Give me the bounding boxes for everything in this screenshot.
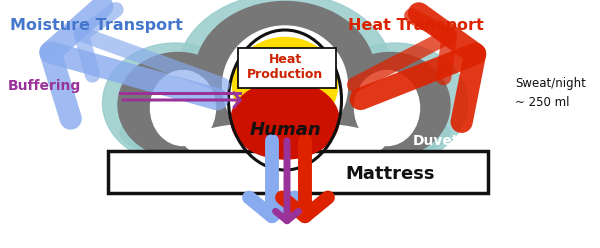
Ellipse shape xyxy=(223,26,347,146)
Ellipse shape xyxy=(231,81,339,159)
Text: Duvet: Duvet xyxy=(413,134,460,148)
Ellipse shape xyxy=(118,53,238,157)
Ellipse shape xyxy=(151,70,215,146)
Ellipse shape xyxy=(103,43,248,163)
Text: Human: Human xyxy=(249,121,321,139)
Bar xyxy=(108,151,488,193)
Text: Heat
Production: Heat Production xyxy=(247,53,323,81)
Ellipse shape xyxy=(195,1,375,147)
Ellipse shape xyxy=(355,70,419,146)
Ellipse shape xyxy=(233,37,337,132)
Ellipse shape xyxy=(178,0,392,153)
Text: Mattress: Mattress xyxy=(345,165,435,183)
Text: Heat Transport: Heat Transport xyxy=(348,18,484,33)
Text: Moisture Transport: Moisture Transport xyxy=(10,18,183,33)
Text: Buffering: Buffering xyxy=(8,79,81,93)
Text: Sweat/night
~ 250 ml: Sweat/night ~ 250 ml xyxy=(515,77,586,109)
Ellipse shape xyxy=(185,122,385,164)
FancyBboxPatch shape xyxy=(238,48,336,88)
Ellipse shape xyxy=(120,98,450,168)
Ellipse shape xyxy=(323,43,467,163)
Ellipse shape xyxy=(330,53,450,157)
Ellipse shape xyxy=(140,102,430,164)
